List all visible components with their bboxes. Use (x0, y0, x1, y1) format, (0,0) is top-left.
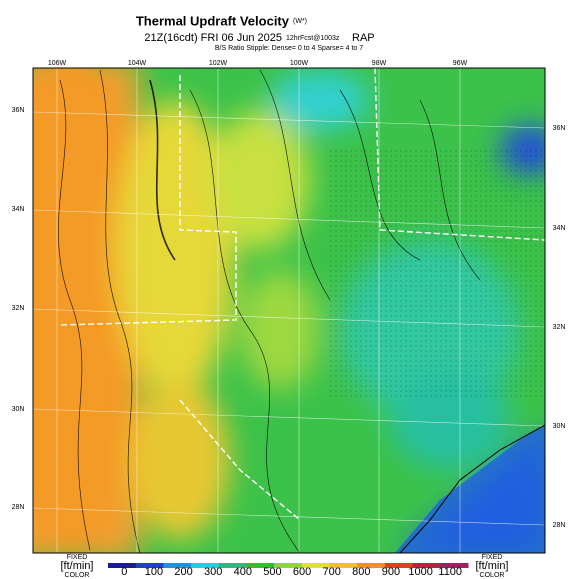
colorbar-swatch (191, 563, 220, 568)
latitude-label: 34N (553, 225, 566, 232)
longitude-label: 104W (128, 60, 147, 67)
map-frame (32, 67, 546, 554)
colorbar-sub: COLOR (65, 572, 90, 579)
colorbar-tick-label: 1000 (408, 566, 432, 578)
longitude-label: 102W (209, 60, 228, 67)
colorbar-tick-label: 400 (234, 566, 252, 578)
colorbar-tick-label: 1100 (438, 566, 462, 578)
latitude-label: 36N (553, 125, 566, 132)
colorbar-swatch (274, 563, 303, 568)
subtitle-model: RAP (352, 32, 375, 44)
colorbar-tick-label: 0 (121, 566, 127, 578)
subtitle: 21Z(16cdt) FRI 06 Jun 2025 (144, 32, 282, 44)
colorbar-swatch (108, 563, 137, 568)
colorbar-swatch (357, 563, 386, 568)
note: B/S Ratio Stipple: Dense= 0 to 4 Sparse=… (215, 45, 363, 52)
latitude-label: 28N (12, 504, 25, 511)
colorbar-swatch (135, 563, 164, 568)
colorbar-swatch (163, 563, 192, 568)
latitude-label: 36N (12, 107, 25, 114)
colorbar-label: FIXED (482, 554, 503, 561)
colorbar-swatch (301, 563, 331, 568)
colorbar-tick-label: 200 (174, 566, 192, 578)
map-field (33, 68, 545, 553)
latitude-label: 28N (553, 522, 566, 529)
colorbar-swatch (412, 563, 441, 568)
latitude-label: 30N (553, 423, 566, 430)
colorbar-swatch (440, 563, 469, 568)
title-unit: (W*) (293, 18, 307, 25)
longitude-label: 96W (453, 60, 468, 67)
colorbar-tick-label: 600 (293, 566, 311, 578)
latitude-label: 30N (12, 406, 25, 413)
colorbar-tick-label: 800 (352, 566, 370, 578)
colorbar-unit: [ft/min] (60, 560, 93, 572)
colorbar-sub: COLOR (480, 572, 505, 579)
latitude-label: 32N (553, 324, 566, 331)
colorbar-label: FIXED (67, 554, 88, 561)
colorbar-swatch (384, 563, 414, 568)
latitude-label: 32N (12, 305, 25, 312)
latitude-label: 34N (12, 206, 25, 213)
longitude-label: 106W (48, 60, 67, 67)
colorbar-unit: [ft/min] (475, 560, 508, 572)
colorbar-swatch (329, 563, 358, 568)
title: Thermal Updraft Velocity (136, 13, 290, 28)
longitude-label: 98W (372, 60, 387, 67)
colorbar-swatch (218, 563, 247, 568)
colorbar-tick-label: 100 (145, 566, 163, 578)
colorbar-tick-label: 700 (323, 566, 341, 578)
colorbar-tick-label: 900 (382, 566, 400, 578)
subtitle-run: 12hrFcst@1003z (286, 35, 340, 42)
longitude-label: 100W (290, 60, 309, 67)
colorbar-swatch (246, 563, 275, 568)
colorbar-tick-label: 300 (204, 566, 222, 578)
colorbar-tick-label: 500 (263, 566, 281, 578)
